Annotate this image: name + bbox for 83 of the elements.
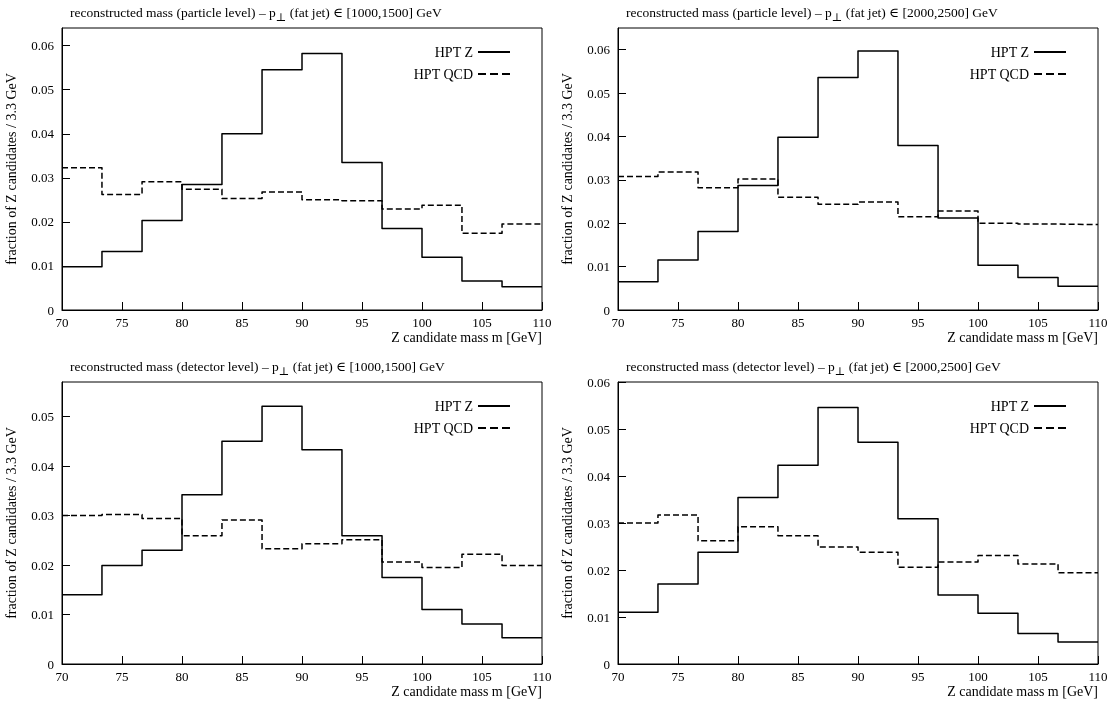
legend-label: HPT QCD bbox=[969, 66, 1029, 82]
y-tick-label: 0 bbox=[47, 302, 54, 318]
y-tick-label: 0.01 bbox=[587, 609, 610, 625]
x-tick-label: 95 bbox=[911, 669, 925, 684]
x-tick-label: 95 bbox=[355, 315, 369, 330]
y-axis-title: fraction of Z candidates / 3.3 GeV bbox=[559, 427, 575, 619]
x-tick-label: 80 bbox=[175, 315, 189, 330]
x-tick-label: 105 bbox=[472, 315, 492, 330]
y-axis-title: fraction of Z candidates / 3.3 GeV bbox=[3, 73, 19, 265]
y-tick-label: 0.06 bbox=[31, 38, 55, 54]
x-tick-label: 75 bbox=[671, 669, 685, 684]
y-tick-label: 0.05 bbox=[31, 409, 54, 425]
x-tick-label: 110 bbox=[1088, 315, 1108, 330]
y-tick-label: 0.01 bbox=[587, 259, 610, 275]
y-tick-label: 0.04 bbox=[31, 126, 55, 142]
x-tick-label: 80 bbox=[175, 669, 189, 684]
legend-label: HPT Z bbox=[990, 398, 1029, 414]
y-tick-label: 0.03 bbox=[31, 508, 54, 524]
x-axis-title: Z candidate mass m [GeV] bbox=[391, 683, 542, 699]
x-tick-label: 70 bbox=[55, 315, 69, 330]
y-tick-label: 0.02 bbox=[587, 562, 610, 578]
x-tick-label: 100 bbox=[412, 315, 432, 330]
x-tick-label: 85 bbox=[791, 669, 805, 684]
chart-title: reconstructed mass (detector level) – p$_{⊥}$ (fat jet) ∈ [2000,2500] GeV bbox=[626, 358, 1001, 378]
legend-label: HPT QCD bbox=[413, 420, 473, 436]
x-tick-label: 70 bbox=[611, 315, 625, 330]
y-tick-label: 0.03 bbox=[31, 170, 54, 186]
x-tick-label: 85 bbox=[791, 315, 805, 330]
x-tick-label: 90 bbox=[851, 315, 865, 330]
x-axis-title: Z candidate mass m [GeV] bbox=[947, 683, 1098, 699]
y-tick-label: 0.06 bbox=[587, 374, 611, 390]
x-tick-label: 85 bbox=[235, 669, 249, 684]
legend-label: HPT Z bbox=[990, 44, 1029, 60]
legend-label: HPT Z bbox=[434, 44, 473, 60]
x-tick-label: 100 bbox=[968, 315, 988, 330]
x-tick-label: 100 bbox=[968, 669, 988, 684]
x-tick-label: 85 bbox=[235, 315, 249, 330]
x-tick-label: 75 bbox=[671, 315, 685, 330]
x-axis-title: Z candidate mass m [GeV] bbox=[947, 329, 1098, 345]
x-tick-label: 105 bbox=[1028, 669, 1048, 684]
y-tick-label: 0.05 bbox=[587, 85, 610, 101]
x-tick-label: 80 bbox=[731, 315, 745, 330]
x-tick-label: 100 bbox=[412, 669, 432, 684]
x-tick-label: 105 bbox=[472, 669, 492, 684]
y-tick-label: 0 bbox=[603, 656, 610, 672]
y-axis-title: fraction of Z candidates / 3.3 GeV bbox=[3, 427, 19, 619]
y-tick-label: 0.05 bbox=[587, 421, 610, 437]
y-tick-label: 0 bbox=[47, 656, 54, 672]
y-tick-label: 0 bbox=[603, 302, 610, 318]
x-tick-label: 105 bbox=[1028, 315, 1048, 330]
y-tick-label: 0.02 bbox=[587, 215, 610, 231]
x-tick-label: 110 bbox=[532, 315, 552, 330]
y-tick-label: 0.02 bbox=[31, 557, 54, 573]
y-tick-label: 0.04 bbox=[587, 128, 611, 144]
x-tick-label: 110 bbox=[1088, 669, 1108, 684]
y-tick-label: 0.01 bbox=[31, 607, 54, 623]
x-tick-label: 70 bbox=[611, 669, 625, 684]
chart-title: reconstructed mass (particle level) – p$_{⊥}$ (fat jet) ∈ [2000,2500] GeV bbox=[626, 4, 998, 24]
legend-label: HPT QCD bbox=[413, 66, 473, 82]
y-tick-label: 0.06 bbox=[587, 42, 611, 58]
y-tick-label: 0.04 bbox=[587, 468, 611, 484]
x-tick-label: 75 bbox=[115, 315, 129, 330]
x-tick-label: 90 bbox=[295, 669, 309, 684]
chart-title: reconstructed mass (particle level) – p$_{⊥}$ (fat jet) ∈ [1000,1500] GeV bbox=[70, 4, 442, 24]
x-tick-label: 95 bbox=[355, 669, 369, 684]
legend-label: HPT QCD bbox=[969, 420, 1029, 436]
y-tick-label: 0.03 bbox=[587, 515, 610, 531]
y-tick-label: 0.05 bbox=[31, 82, 54, 98]
y-tick-label: 0.02 bbox=[31, 214, 54, 230]
y-tick-label: 0.01 bbox=[31, 258, 54, 274]
x-tick-label: 75 bbox=[115, 669, 129, 684]
x-tick-label: 80 bbox=[731, 669, 745, 684]
y-tick-label: 0.04 bbox=[31, 458, 55, 474]
x-tick-label: 95 bbox=[911, 315, 925, 330]
y-axis-title: fraction of Z candidates / 3.3 GeV bbox=[559, 73, 575, 265]
x-tick-label: 90 bbox=[851, 669, 865, 684]
x-tick-label: 70 bbox=[55, 669, 69, 684]
chart-title: reconstructed mass (detector level) – p$_{⊥}$ (fat jet) ∈ [1000,1500] GeV bbox=[70, 358, 445, 378]
legend-label: HPT Z bbox=[434, 398, 473, 414]
x-tick-label: 90 bbox=[295, 315, 309, 330]
x-axis-title: Z candidate mass m [GeV] bbox=[391, 329, 542, 345]
y-tick-label: 0.03 bbox=[587, 172, 610, 188]
x-tick-label: 110 bbox=[532, 669, 552, 684]
